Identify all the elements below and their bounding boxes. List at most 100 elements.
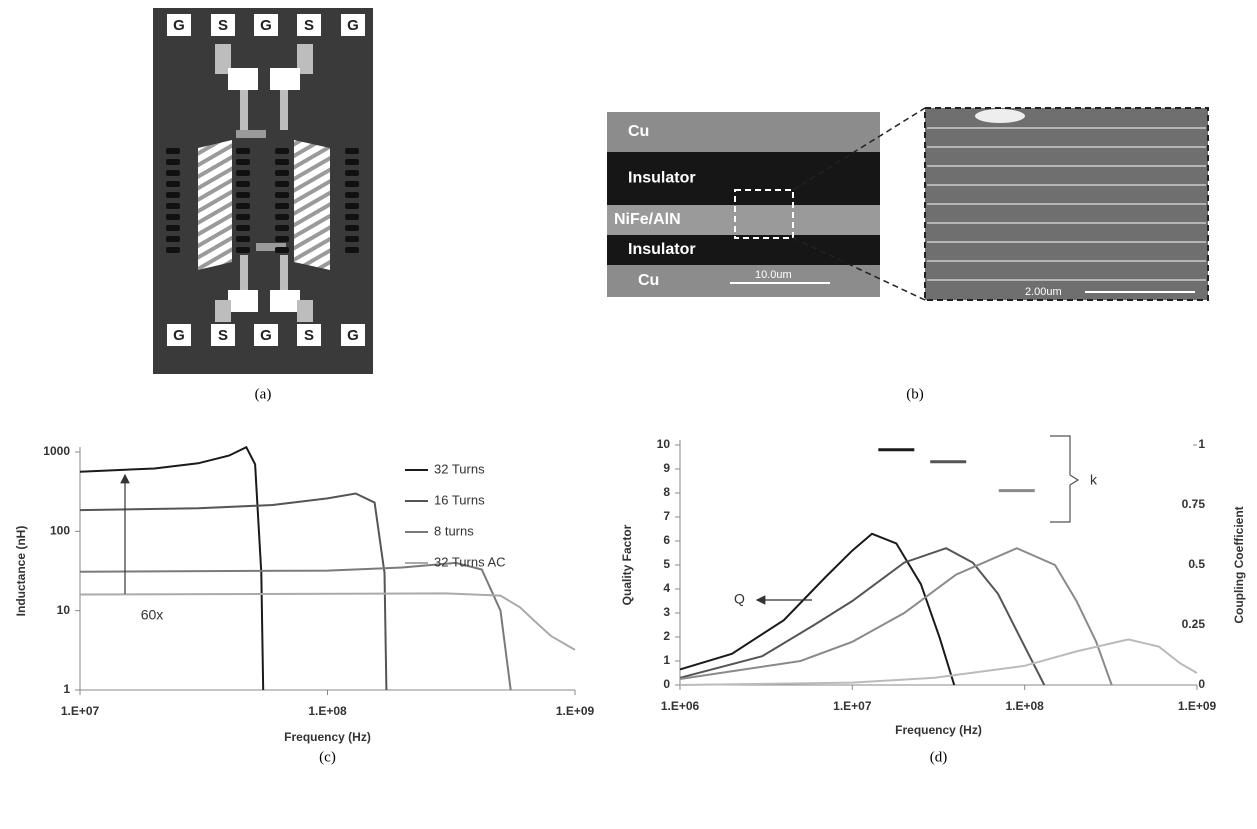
- contact: [345, 247, 359, 253]
- contact: [236, 236, 250, 242]
- trace: [270, 68, 300, 90]
- annotation-brace: [1050, 435, 1080, 523]
- pad: [211, 324, 235, 346]
- contact: [345, 225, 359, 231]
- contact: [166, 225, 180, 231]
- zoom-guide: [792, 237, 926, 301]
- contact: [236, 170, 250, 176]
- pad-label: S: [304, 17, 314, 34]
- y-tick-label: 2: [663, 629, 670, 643]
- contact: [166, 247, 180, 253]
- x-axis-title: Frequency (Hz): [895, 723, 982, 737]
- zoom-region: [734, 189, 794, 239]
- caption: (c): [319, 749, 336, 765]
- y-tick-label: 1: [663, 653, 670, 667]
- layer: [607, 112, 880, 152]
- pad-label: G: [173, 17, 185, 34]
- x-tick-label: 1.E+08: [1005, 699, 1044, 713]
- pad-label: S: [218, 17, 228, 34]
- pad: [211, 14, 235, 36]
- series-line: [79, 592, 576, 651]
- series-line: [79, 561, 512, 691]
- contact: [275, 203, 289, 209]
- pad: [254, 14, 278, 36]
- contact: [275, 170, 289, 176]
- series-line: [679, 638, 1198, 686]
- contact: [345, 181, 359, 187]
- sem-artifact: [975, 109, 1025, 123]
- contact: [166, 214, 180, 220]
- series-line: [679, 532, 956, 686]
- scale-label: 2.00um: [1025, 286, 1062, 298]
- x-tick-label: 1.E+09: [556, 704, 595, 718]
- y-tick-label: 9: [663, 461, 670, 475]
- layer: [607, 265, 880, 297]
- pad: [341, 324, 365, 346]
- y2-axis-title: Coupling Coefficient: [1232, 506, 1246, 623]
- layer-label: Cu: [628, 123, 649, 140]
- contact: [236, 247, 250, 253]
- contact: [236, 192, 250, 198]
- y-axis-title: Quality Factor: [620, 524, 634, 605]
- y-tick-label: 10: [657, 437, 671, 451]
- legend-label: 16 Turns: [434, 492, 485, 507]
- layer: [607, 235, 880, 265]
- layer-label: Cu: [638, 272, 659, 289]
- contact: [166, 236, 180, 242]
- x-tick-label: 1.E+07: [61, 704, 100, 718]
- contact: [236, 159, 250, 165]
- x-tick-label: 1.E+07: [833, 699, 872, 713]
- contact: [166, 181, 180, 187]
- pad-label: G: [260, 17, 272, 34]
- contact: [345, 236, 359, 242]
- x-tick-label: 1.E+08: [308, 704, 347, 718]
- pad: [167, 14, 191, 36]
- contact: [275, 247, 289, 253]
- pad-label: S: [304, 327, 314, 344]
- y2-tick-label: 0.5: [1188, 557, 1205, 571]
- caption: (b): [906, 386, 924, 402]
- core: [236, 130, 266, 138]
- y2-tick-label: 1: [1198, 437, 1205, 451]
- coil: [294, 140, 330, 270]
- pad: [297, 324, 321, 346]
- annotation: Q: [734, 591, 745, 607]
- core: [256, 243, 286, 251]
- layer-label: Insulator: [628, 241, 696, 258]
- contact: [275, 225, 289, 231]
- y-tick-label: 10: [57, 603, 71, 617]
- y2-tick-label: 0.25: [1182, 617, 1206, 631]
- contact: [275, 236, 289, 242]
- trace: [240, 255, 248, 295]
- trace: [228, 290, 258, 312]
- multilayer-stripes: [927, 127, 1206, 281]
- layer: [607, 205, 880, 235]
- contact: [345, 214, 359, 220]
- layer: [607, 152, 880, 205]
- device-image: [153, 8, 373, 374]
- contact: [166, 192, 180, 198]
- contact: [166, 159, 180, 165]
- y-tick-label: 1000: [43, 444, 70, 458]
- series-line: [79, 445, 265, 691]
- caption: (d): [930, 749, 948, 765]
- y-tick-label: 4: [663, 581, 670, 595]
- pad-label: G: [347, 327, 359, 344]
- trace: [297, 300, 313, 322]
- contact: [236, 214, 250, 220]
- y-tick-label: 8: [663, 485, 670, 499]
- zoom-guide: [792, 107, 926, 191]
- pad: [341, 14, 365, 36]
- y-tick-label: 1: [63, 682, 70, 696]
- contact: [236, 148, 250, 154]
- y2-tick-label: 0.75: [1182, 497, 1206, 511]
- pad-label: G: [173, 327, 185, 344]
- legend-label: 32 Turns: [434, 461, 485, 476]
- contact: [166, 203, 180, 209]
- layer-label: Insulator: [628, 170, 696, 187]
- contact: [345, 170, 359, 176]
- contact: [275, 181, 289, 187]
- trace: [228, 68, 258, 90]
- trace: [280, 90, 288, 130]
- y-tick-label: 100: [50, 524, 70, 538]
